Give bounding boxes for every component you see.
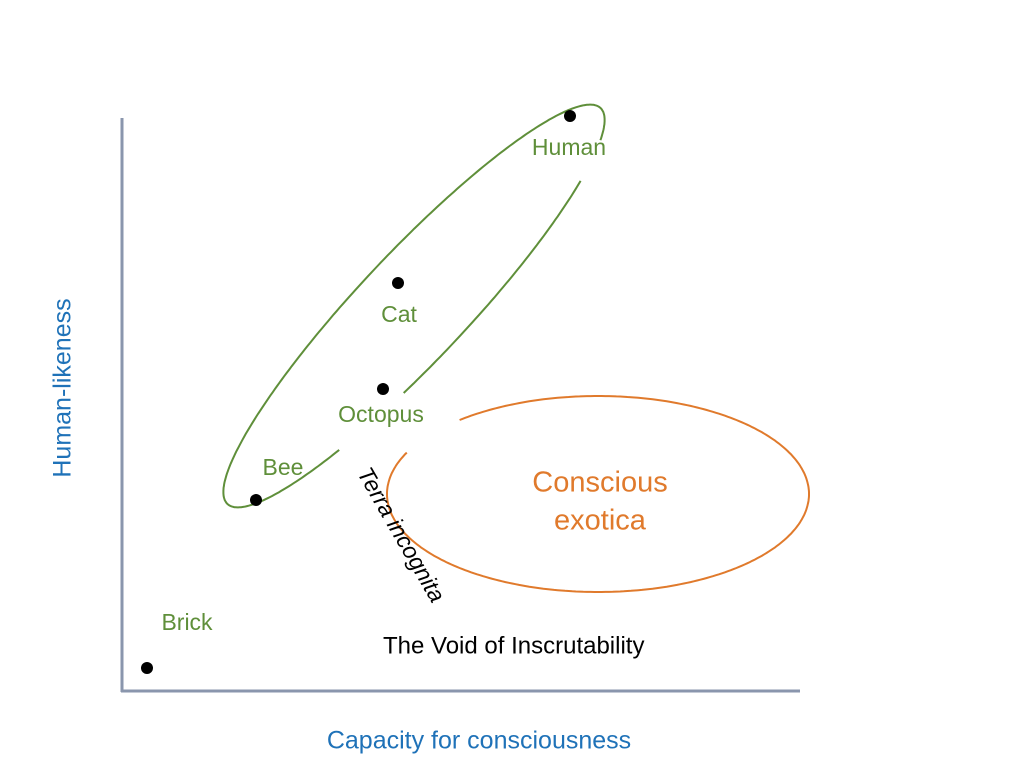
point-label: Brick: [161, 609, 213, 635]
point: [377, 383, 389, 395]
point-label: Human: [532, 134, 606, 160]
region-label: Conscious: [532, 467, 667, 499]
x-axis-label: Capacity for consciousness: [327, 727, 631, 755]
annotation: Terra incognita: [352, 463, 450, 607]
conscious-exotica-region: [386, 395, 810, 593]
point: [392, 277, 404, 289]
y-axis-label: Human-likeness: [49, 298, 77, 477]
point: [564, 110, 576, 122]
point-label: Octopus: [338, 401, 424, 427]
point: [250, 494, 262, 506]
point-label: Cat: [381, 301, 417, 327]
human-likeness-region: [222, 103, 606, 509]
region-label: exotica: [554, 505, 647, 537]
point: [141, 662, 153, 674]
point-label: Bee: [263, 454, 304, 480]
annotation: The Void of Inscrutability: [383, 632, 644, 659]
